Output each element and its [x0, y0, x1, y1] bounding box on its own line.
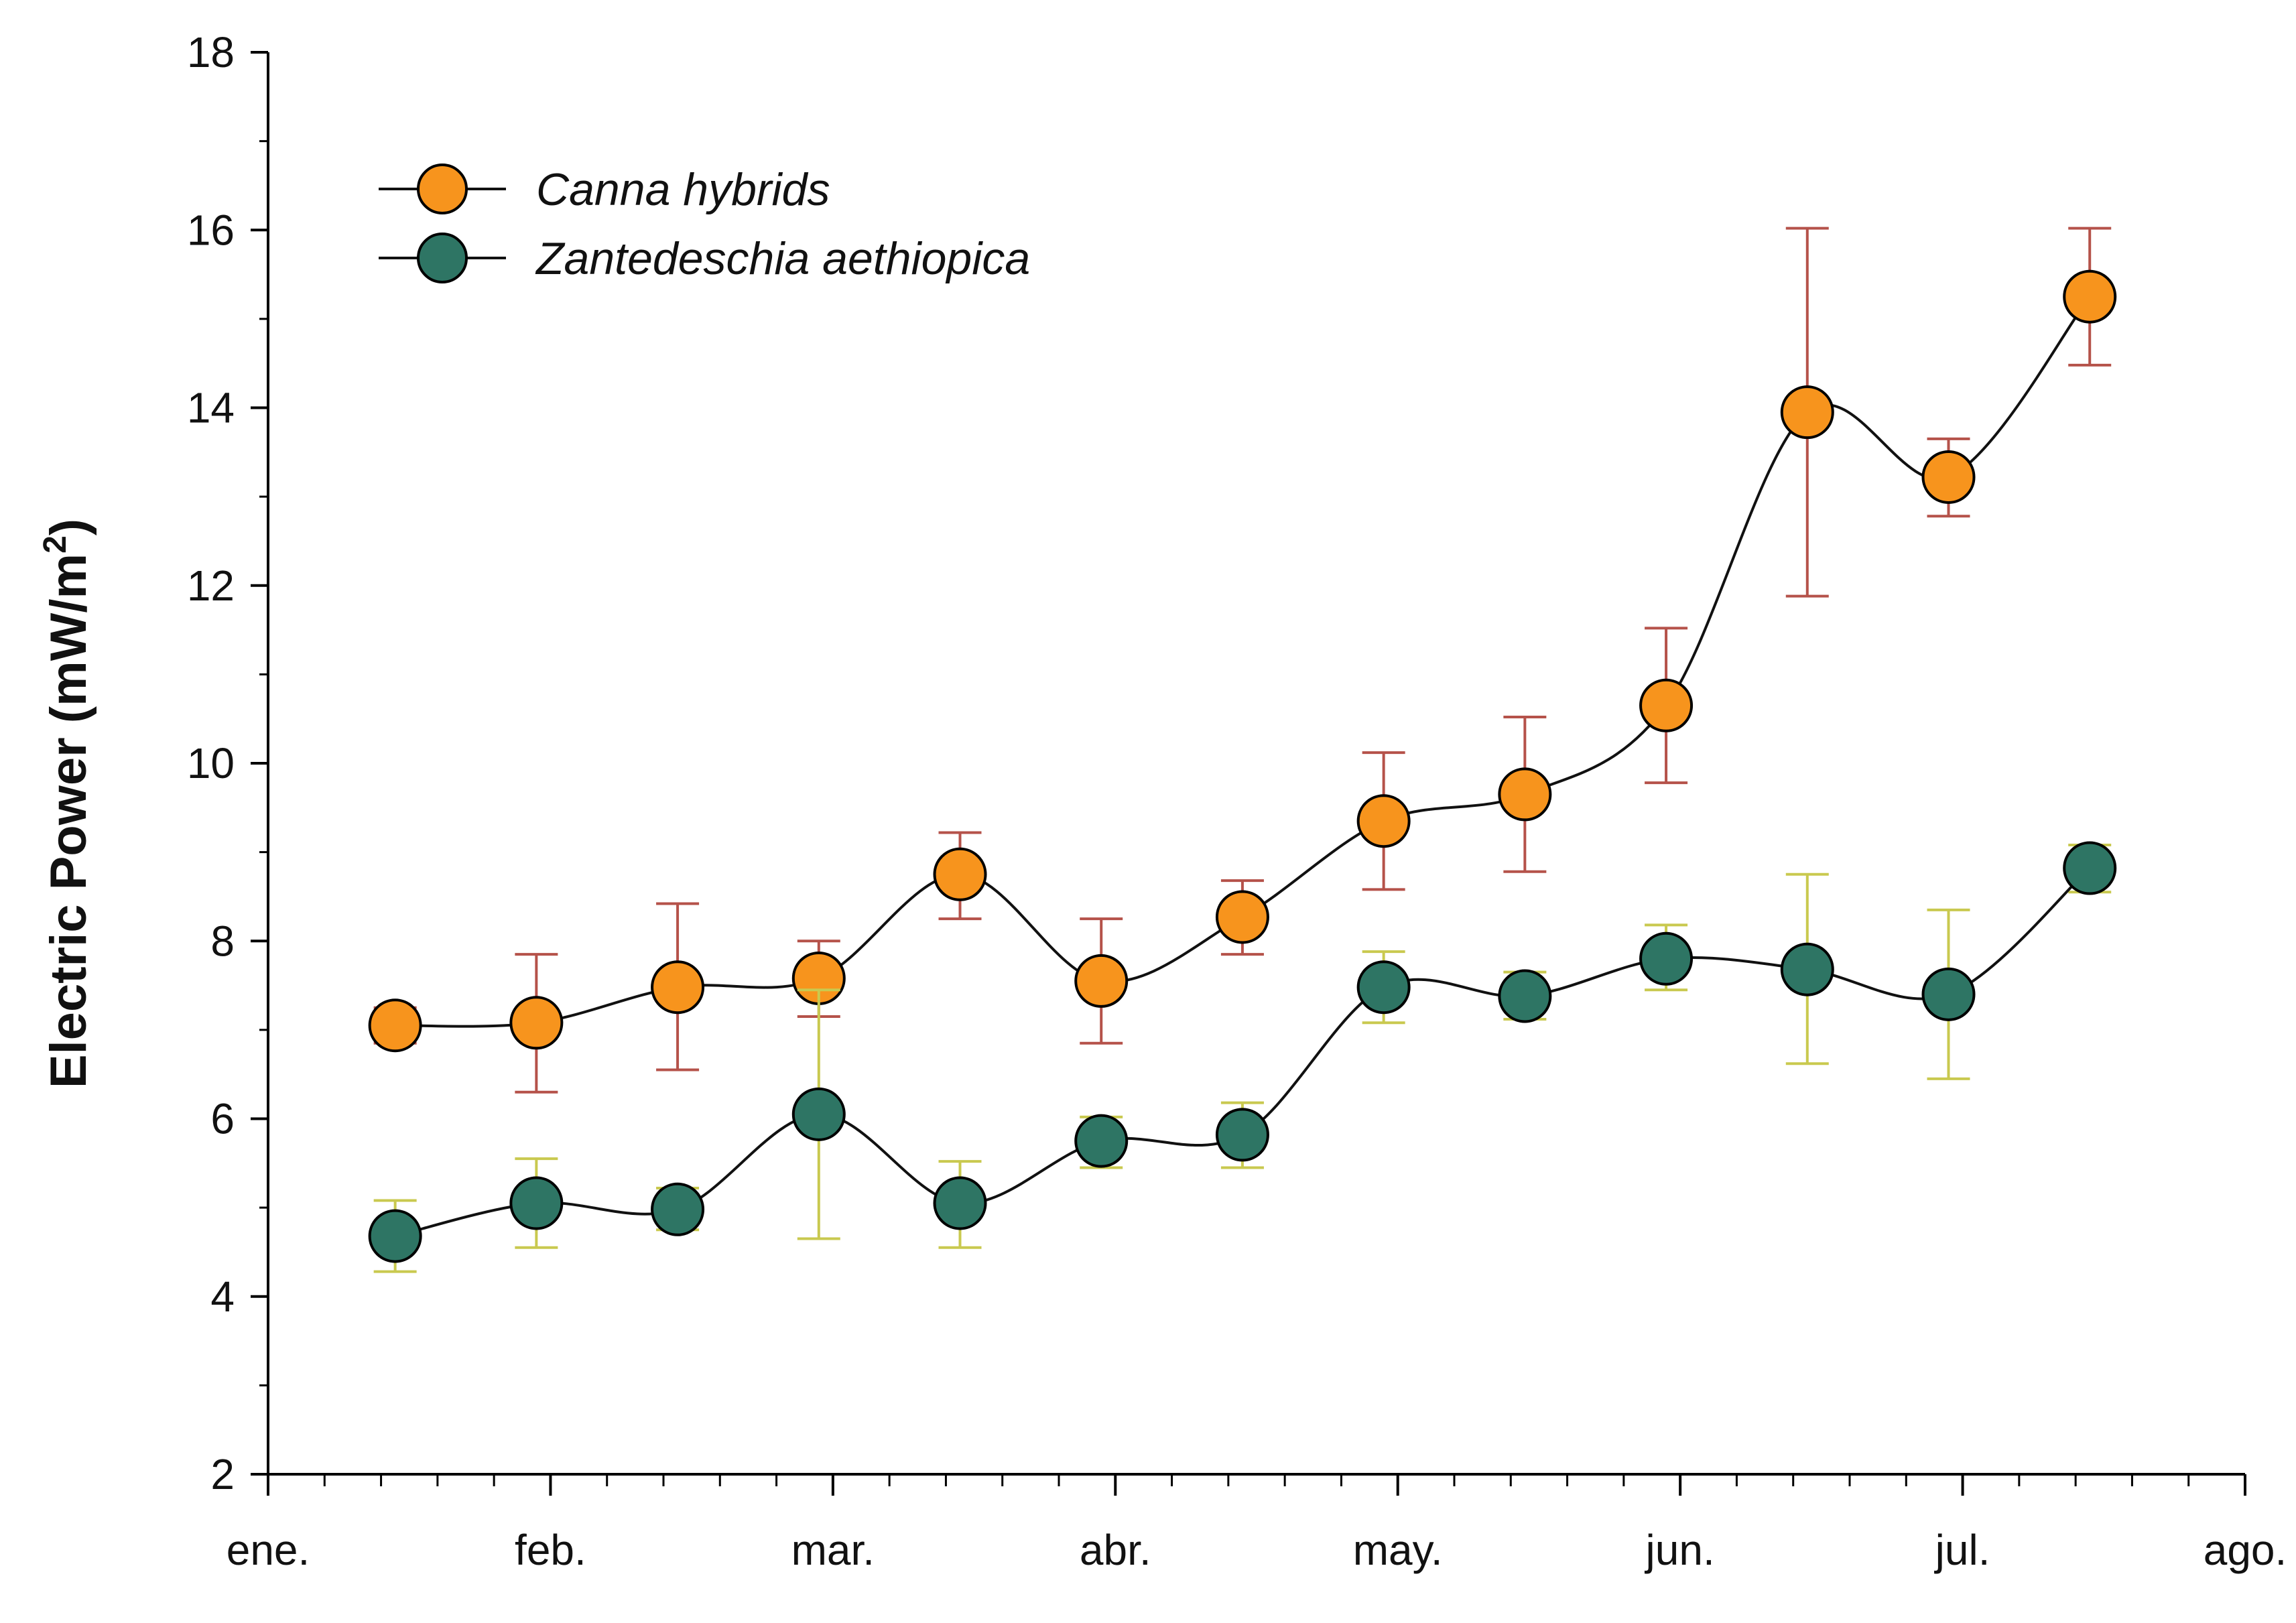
data-point [1356, 794, 1411, 848]
data-point [1498, 969, 1552, 1023]
legend: Canna hybrids Zantedeschia aethiopica [379, 164, 1030, 284]
x-tick-label: may. [1353, 1526, 1443, 1574]
y-tick-label: 8 [210, 917, 235, 965]
x-tick-label: feb. [515, 1526, 586, 1574]
y-axis-label-main: Electric Power (mW/m [40, 554, 97, 1088]
y-tick-label: 18 [187, 28, 235, 76]
data-point [933, 1176, 987, 1230]
data-point [1921, 450, 1976, 504]
data-point [1639, 678, 1694, 732]
legend-item: Zantedeschia aethiopica [379, 233, 1030, 284]
data-point [1074, 954, 1129, 1008]
legend-marker [417, 164, 468, 214]
y-tick-label: 6 [210, 1095, 235, 1143]
x-tick-label: abr. [1080, 1526, 1151, 1574]
legend-label: Zantedeschia aethiopica [535, 233, 1030, 284]
data-point [1356, 960, 1411, 1015]
x-tick-label: jun. [1645, 1526, 1715, 1574]
legend-label: Canna hybrids [536, 164, 830, 215]
x-tick-label: mar. [791, 1526, 875, 1574]
x-tick-label: jul. [1934, 1526, 1990, 1574]
axes: 2 4 6 8 10 12 14 16 18 ene. feb. mar. abr. may. jun. ju… [187, 28, 2287, 1574]
x-tick-label: ago. [2204, 1526, 2287, 1574]
data-point [509, 1176, 564, 1230]
data-point [1215, 1108, 1269, 1162]
y-tick-label: 4 [210, 1273, 235, 1321]
y-tick-label: 14 [187, 384, 235, 432]
data-point [368, 1209, 422, 1263]
data-point [791, 1087, 846, 1141]
data-point [1639, 931, 1694, 986]
data-point [651, 1182, 705, 1236]
data-point [933, 847, 987, 901]
data-point [1921, 967, 1976, 1021]
data-point [1780, 942, 1834, 996]
data-point [651, 960, 705, 1015]
y-tick-label: 12 [187, 562, 235, 610]
y-axis-label: Electric Power (mW/m2) [38, 519, 97, 1088]
y-axis-label-superscript: 2 [38, 535, 73, 554]
y-tick-label: 16 [187, 206, 235, 254]
x-tick-label: ene. [227, 1526, 310, 1574]
series-1 [368, 841, 2117, 1273]
series-0 [368, 226, 2117, 1094]
y-axis-label-close: ) [40, 519, 97, 535]
data-point [1215, 890, 1269, 944]
data-point [1074, 1114, 1129, 1168]
series-layer [368, 226, 2117, 1273]
data-point [2063, 841, 2117, 895]
data-point [368, 998, 422, 1053]
data-point [1498, 767, 1552, 822]
y-tick-label: 10 [187, 739, 235, 787]
data-point [1780, 385, 1834, 440]
legend-marker [417, 233, 468, 283]
y-tick-label: 2 [210, 1450, 235, 1498]
data-point [509, 996, 564, 1050]
legend-item: Canna hybrids [379, 164, 830, 215]
data-point [2063, 269, 2117, 324]
